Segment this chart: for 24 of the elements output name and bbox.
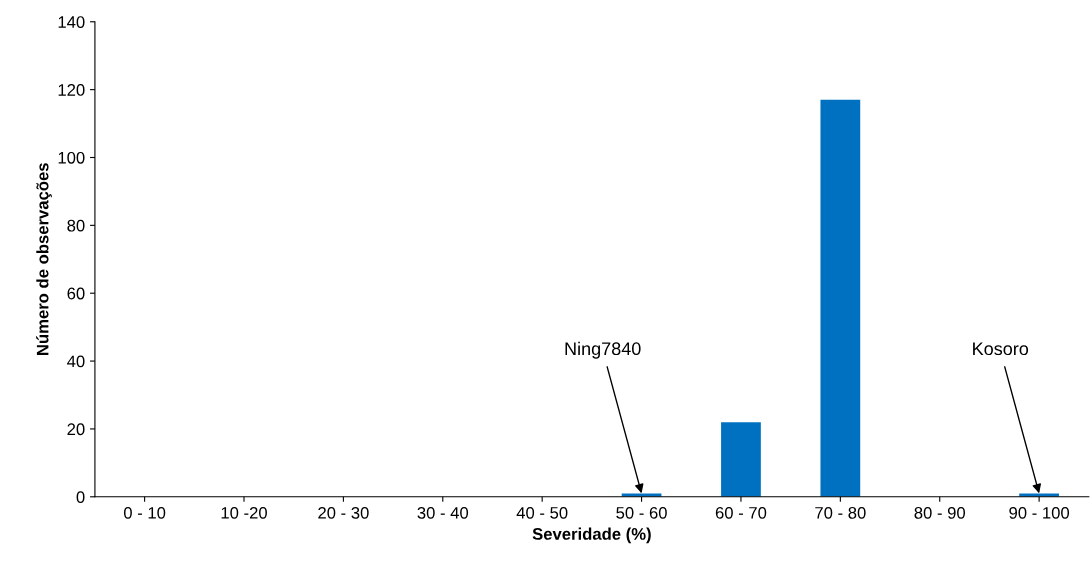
x-tick-label: 0 - 10: [123, 506, 166, 519]
y-tick-label: 60: [67, 287, 85, 300]
y-axis-title: Número de observações: [36, 163, 52, 355]
x-tick-label: 10 -20: [221, 506, 267, 519]
y-tick-label: 20: [67, 423, 85, 436]
x-tick-label: 80 - 90: [914, 506, 966, 519]
x-tick-label: 90 - 100: [1009, 506, 1070, 519]
y-tick-label: 140: [58, 16, 85, 28]
annotation: Kosoro: [973, 342, 1029, 356]
y-tick-label: 80: [67, 219, 85, 232]
x-tick-label: 40 - 50: [516, 506, 568, 519]
y-tick-label: 40: [67, 355, 85, 368]
annotation: Ning7840: [565, 341, 641, 359]
x-axis-title: Severidade (%): [532, 527, 651, 544]
bar: [721, 422, 761, 497]
x-tick-label: 20 - 30: [318, 506, 369, 519]
bar: [820, 99, 861, 497]
x-tick-label: 50 - 60: [616, 506, 667, 519]
x-tick-label: 70 - 80: [815, 506, 866, 519]
x-tick-label: 30 - 40: [417, 506, 469, 519]
x-tick-label: 60 - 70: [715, 506, 767, 519]
y-tick-label: 0: [76, 491, 85, 503]
y-tick-label: 100: [58, 151, 85, 164]
y-tick-label: 120: [58, 84, 85, 96]
